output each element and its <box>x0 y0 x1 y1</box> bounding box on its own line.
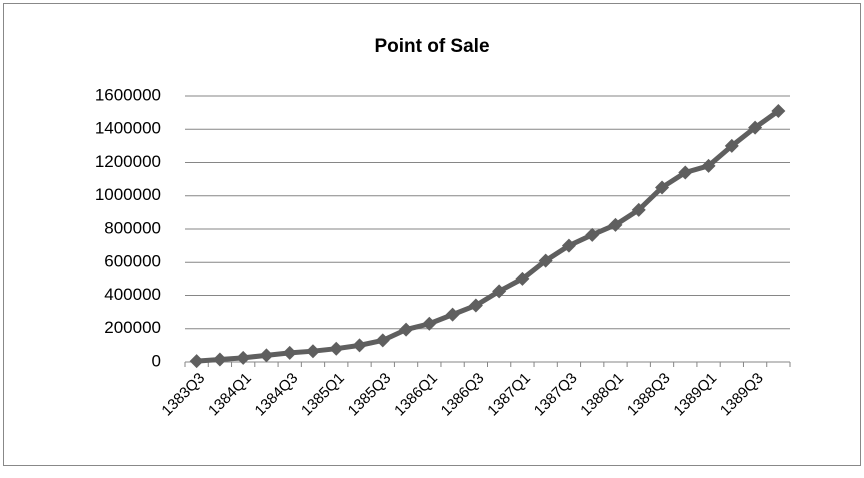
y-tick-label: 200000 <box>104 318 161 337</box>
marker <box>445 307 460 322</box>
y-tick-label: 1400000 <box>95 119 161 138</box>
marker <box>375 333 390 348</box>
marker <box>468 298 483 313</box>
marker <box>538 253 553 268</box>
marker <box>189 354 204 369</box>
marker <box>212 352 227 367</box>
marker <box>748 120 763 135</box>
marker <box>282 345 297 360</box>
marker <box>352 338 367 353</box>
y-tick-label: 600000 <box>104 252 161 271</box>
marker <box>585 227 600 242</box>
marker <box>236 350 251 365</box>
marker <box>515 271 530 286</box>
marker <box>678 165 693 180</box>
y-tick-label: 1600000 <box>95 85 161 104</box>
marker <box>561 238 576 253</box>
marker <box>399 322 414 337</box>
chart-border <box>3 3 861 466</box>
chart-title: Point of Sale <box>374 36 489 57</box>
marker <box>771 103 786 118</box>
marker <box>422 316 437 331</box>
marker <box>631 202 646 217</box>
y-tick-label: 1000000 <box>95 185 161 204</box>
marker <box>608 217 623 232</box>
marker <box>259 348 274 363</box>
marker <box>701 158 716 173</box>
y-tick-label: 400000 <box>104 285 161 304</box>
y-tick-label: 1200000 <box>95 152 161 171</box>
marker <box>492 284 507 299</box>
marker <box>655 180 670 195</box>
marker <box>724 138 739 153</box>
y-tick-label: 800000 <box>104 218 161 237</box>
y-tick-label: 0 <box>152 351 161 370</box>
marker <box>305 344 320 359</box>
marker <box>329 341 344 356</box>
